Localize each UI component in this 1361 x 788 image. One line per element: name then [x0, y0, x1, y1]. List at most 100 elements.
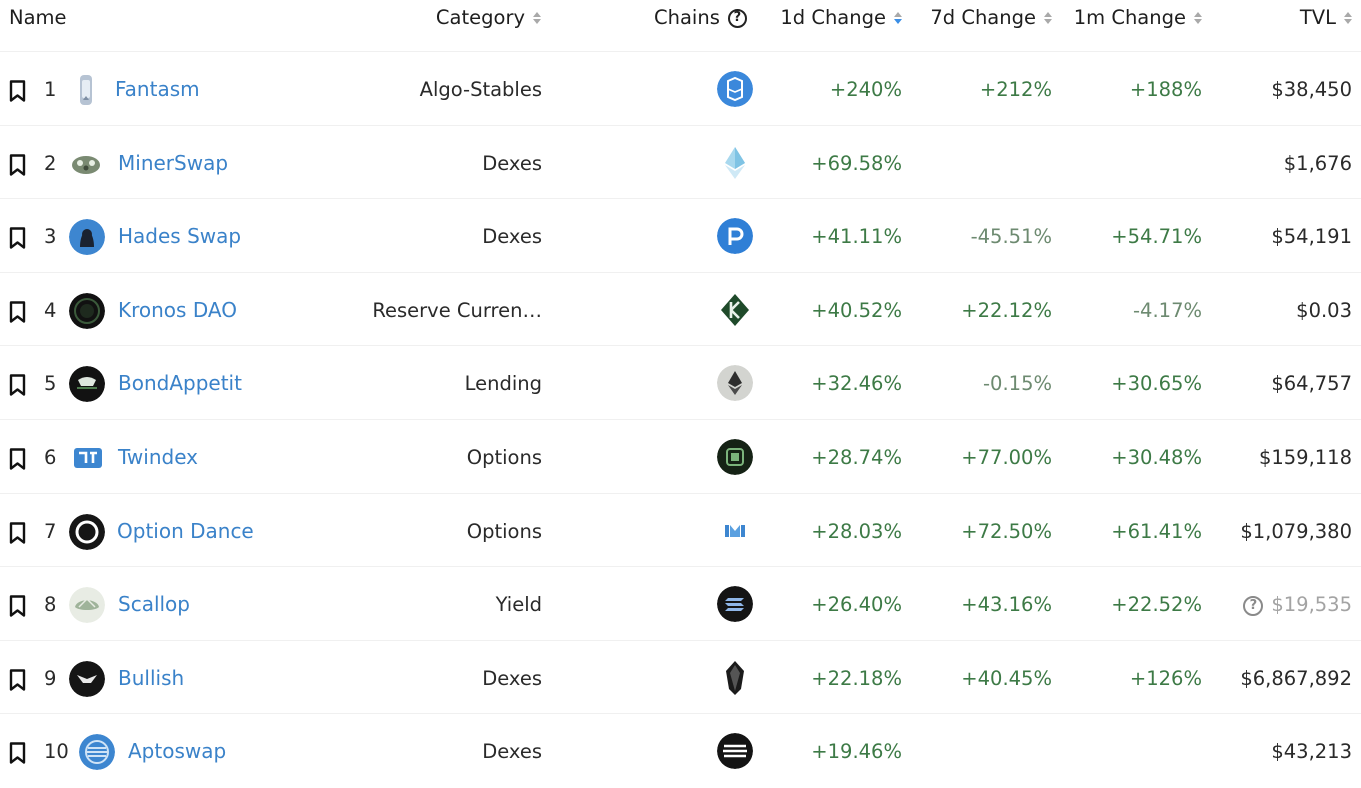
- bookmark-icon[interactable]: [9, 80, 26, 102]
- table-row: 8 Scallop Yield +26.40% +43.16% +22.52% …: [0, 566, 1361, 641]
- bookmark-icon[interactable]: [9, 227, 26, 249]
- category: Options: [466, 519, 542, 543]
- header-7d-label: 7d Change: [930, 6, 1036, 29]
- table-row: 1 Fantasm Algo-Stables +240% +212% +188%…: [0, 51, 1361, 126]
- category: Dexes: [482, 740, 542, 764]
- change-1d: +69.58%: [811, 151, 902, 175]
- header-1m-change[interactable]: 1m Change: [1074, 6, 1202, 30]
- bookmark-icon[interactable]: [9, 669, 26, 691]
- table-row: 3 Hades Swap Dexes +41.11% -45.51% +54.7…: [0, 198, 1361, 273]
- header-name[interactable]: Name: [9, 6, 67, 30]
- change-7d: +43.16%: [961, 593, 1052, 617]
- protocol-name-link[interactable]: Option Dance: [117, 518, 254, 543]
- protocol-name-link[interactable]: MinerSwap: [118, 150, 229, 175]
- change-1d: +19.46%: [811, 740, 902, 764]
- aptos-icon: [717, 733, 753, 770]
- header-tvl[interactable]: TVL: [1300, 6, 1352, 30]
- category: Dexes: [482, 666, 542, 690]
- change-1d: +22.18%: [811, 666, 902, 690]
- bookmark-icon[interactable]: [9, 448, 26, 470]
- tvl-value: $43,213: [1271, 740, 1352, 764]
- header-category[interactable]: Category: [436, 6, 541, 30]
- bookmark-icon[interactable]: [9, 521, 26, 544]
- protocol-name-link[interactable]: Scallop: [118, 592, 190, 617]
- change-1m: +30.65%: [1111, 372, 1202, 396]
- rank: 3: [44, 225, 57, 249]
- change-7d: +40.45%: [961, 666, 1052, 690]
- bullish-logo: [69, 660, 105, 697]
- change-1m: +61.41%: [1111, 519, 1202, 543]
- category: Algo-Stables: [419, 78, 542, 101]
- protocol-name-link[interactable]: Aptoswap: [128, 739, 227, 764]
- change-1d: +28.03%: [811, 519, 902, 543]
- category: Dexes: [482, 225, 542, 249]
- tvl-value: ? $19,535: [1243, 593, 1352, 616]
- rank: 5: [44, 372, 57, 396]
- header-1d-change[interactable]: 1d Change: [780, 6, 902, 30]
- change-1m: +22.52%: [1111, 593, 1202, 617]
- category: Yield: [495, 593, 542, 617]
- sort-icon: [1194, 12, 1202, 24]
- tvl-value: $1,676: [1283, 151, 1352, 175]
- tvl-value: $159,118: [1258, 446, 1352, 469]
- tvl-amount: $19,535: [1271, 593, 1352, 617]
- change-1d: +32.46%: [811, 372, 902, 396]
- rsk-icon: [717, 439, 753, 475]
- tvl-value: $6,867,892: [1240, 666, 1352, 690]
- bookmark-icon[interactable]: [9, 301, 26, 323]
- twindex-logo: [70, 440, 106, 476]
- table-row: 9 Bullish Dexes +22.18% +40.45% +126% $6…: [0, 639, 1361, 715]
- header-name-label: Name: [9, 6, 67, 29]
- bondappetit-logo: [69, 366, 105, 403]
- rank: 10: [44, 740, 69, 764]
- table-header: Name Category Chains? 1d Change 7d Chang…: [0, 0, 1361, 38]
- protocol-name-link[interactable]: Kronos DAO: [118, 297, 237, 322]
- table-row: 10 Aptoswap Dexes +19.46% $43,213: [0, 713, 1361, 788]
- kava-icon: [717, 292, 753, 328]
- change-1d: +40.52%: [811, 298, 902, 322]
- header-1d-label: 1d Change: [780, 6, 886, 29]
- change-1m: +126%: [1129, 666, 1202, 690]
- table-row: 7 Option Dance Options +28.03% +72.50% +…: [0, 492, 1361, 568]
- change-1d: +240%: [829, 78, 902, 101]
- bookmark-icon[interactable]: [9, 153, 26, 176]
- header-chains-label: Chains: [654, 6, 720, 29]
- bookmark-icon[interactable]: [9, 374, 26, 397]
- polis-icon: [717, 218, 753, 255]
- tvl-value: $38,450: [1271, 78, 1352, 101]
- change-7d: -0.15%: [983, 372, 1052, 396]
- aptoswap-logo: [79, 734, 115, 771]
- header-7d-change[interactable]: 7d Change: [930, 6, 1052, 30]
- table-row: 4 Kronos DAO Reserve Curren… +40.52% +22…: [0, 271, 1361, 347]
- header-chains[interactable]: Chains?: [654, 6, 747, 30]
- fantom-icon: [717, 71, 753, 107]
- hades-swap-logo: [69, 219, 105, 256]
- tvl-value: $54,191: [1271, 225, 1352, 249]
- rank: 7: [44, 519, 57, 543]
- change-1d: +26.40%: [811, 593, 902, 617]
- change-1d: +41.11%: [811, 225, 902, 249]
- help-icon[interactable]: ?: [727, 8, 747, 28]
- rank: 4: [44, 298, 57, 322]
- protocol-name-link[interactable]: BondAppetit: [118, 371, 242, 396]
- change-1m: +54.71%: [1111, 225, 1202, 249]
- change-1m: -4.17%: [1133, 298, 1202, 322]
- protocol-name-link[interactable]: Fantasm: [115, 77, 200, 101]
- header-tvl-label: TVL: [1299, 6, 1336, 29]
- protocol-name-link[interactable]: Hades Swap: [118, 224, 242, 249]
- scallop-logo: [69, 587, 105, 624]
- ethereumpow-icon: [717, 145, 753, 181]
- change-1m: +188%: [1129, 78, 1202, 101]
- bookmark-icon[interactable]: [9, 742, 26, 765]
- change-1d: +28.74%: [811, 446, 902, 469]
- table-row: 5 BondAppetit Lending +32.46% -0.15% +30…: [0, 345, 1361, 420]
- bookmark-icon[interactable]: [9, 595, 26, 617]
- solana-icon: [717, 586, 753, 623]
- protocol-name-link[interactable]: Bullish: [118, 665, 185, 690]
- category: Options: [466, 446, 542, 469]
- protocol-name-link[interactable]: Twindex: [118, 445, 198, 469]
- question-icon[interactable]: ?: [1243, 595, 1264, 616]
- tvl-value: $1,079,380: [1240, 519, 1352, 543]
- tvl-value: $0.03: [1296, 298, 1352, 322]
